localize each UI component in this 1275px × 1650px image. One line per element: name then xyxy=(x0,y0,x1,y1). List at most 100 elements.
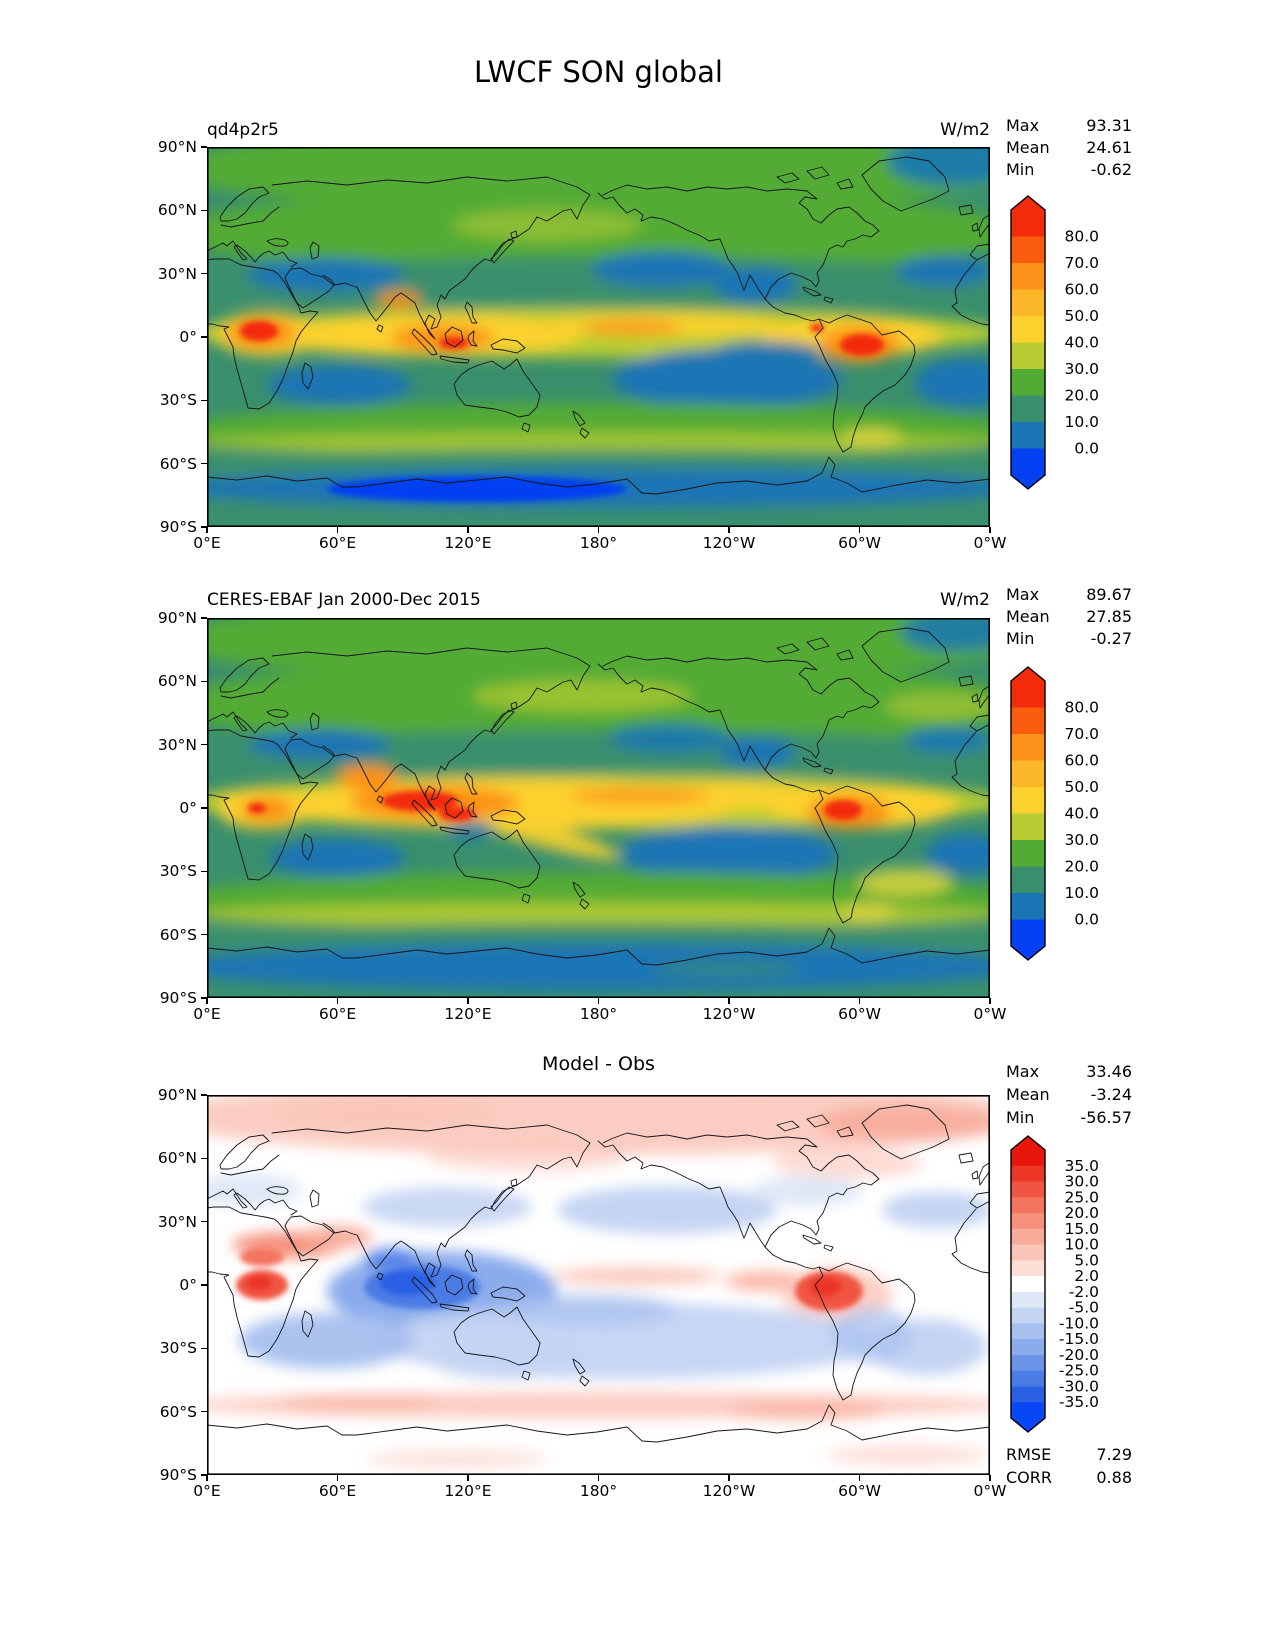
x-tick-mark xyxy=(858,998,861,1004)
stat-value: -0.62 xyxy=(1090,160,1132,179)
colorbar-tick-label: 30.0 xyxy=(1064,360,1099,378)
colorbar-tick-label: 30.0 xyxy=(1064,831,1099,849)
x-tick-label: 60°W xyxy=(838,534,881,552)
y-tick-mark xyxy=(201,526,207,528)
stat-value: 7.29 xyxy=(1096,1445,1132,1464)
colorbar-tick-label: -30.0 xyxy=(1059,1377,1099,1395)
x-tick-label: 120°W xyxy=(702,534,756,552)
colorbar-outline xyxy=(1010,666,1046,961)
stat-value: -0.27 xyxy=(1090,629,1132,648)
y-tick-mark xyxy=(201,1094,207,1096)
x-tick-mark xyxy=(206,998,208,1004)
units-label-obs: W/m2 xyxy=(940,590,990,610)
colorbar: 35.030.025.020.015.010.05.02.0-2.0-5.0-1… xyxy=(1010,1135,1099,1433)
stat-value: 93.31 xyxy=(1086,116,1132,135)
stat-label: Min xyxy=(1006,1108,1035,1127)
x-tick-mark xyxy=(989,527,991,533)
colorbar-tick-label: 0.0 xyxy=(1074,440,1099,458)
colorbar-obs: 80.0 70.0 60.0 50.0 40.0 30.0 20.0 10.0 0.0 xyxy=(1010,666,1110,965)
stat-label: Mean xyxy=(1006,138,1050,157)
x-tick-label: 120°W xyxy=(702,1482,756,1500)
x-tick-mark xyxy=(336,998,339,1004)
colorbar-tick-label: 15.0 xyxy=(1064,1220,1099,1238)
y-tick-label: 30°N xyxy=(157,264,197,283)
field-hotspots xyxy=(240,321,884,502)
colorbar-tick-label: -15.0 xyxy=(1059,1330,1099,1348)
colorbar-tick-label: 50.0 xyxy=(1064,307,1099,325)
x-tick-mark xyxy=(597,998,600,1004)
panel-title-model: qd4p2r5 xyxy=(207,120,279,140)
x-tick-mark xyxy=(336,1475,339,1481)
field-bands xyxy=(207,147,990,527)
x-tick-label: 120°E xyxy=(444,1482,492,1500)
y-tick-label: 90°N xyxy=(157,138,197,156)
x-tick-label: 180° xyxy=(579,1005,618,1023)
x-tick-label: 180° xyxy=(579,534,618,552)
colorbar-tick-label: -2.0 xyxy=(1069,1283,1099,1301)
colorbar-tick-label: 40.0 xyxy=(1064,805,1099,823)
stat-label: Max xyxy=(1006,585,1040,604)
map-model-field xyxy=(207,147,990,527)
x-tick-label: 0°W xyxy=(973,1482,1007,1500)
x-tick-mark xyxy=(597,527,600,533)
y-tick-label: 30°S xyxy=(159,1339,197,1358)
x-tick-label: 60°E xyxy=(318,1005,357,1023)
y-tick-mark xyxy=(201,146,207,148)
colorbar: 80.0 70.0 60.0 50.0 40.0 30.0 20.0 10.0 0.0 xyxy=(1010,195,1099,490)
field-hotspots xyxy=(248,791,862,821)
colorbar-tick-label: 35.0 xyxy=(1064,1157,1099,1175)
colorbar-tick-label: 10.0 xyxy=(1064,413,1099,431)
map-model: 0°E 60°E 120°E 180° 120°W 60°W 0°W 90°N 60°N 30°N… xyxy=(158,138,1007,552)
x-tick-label: 120°E xyxy=(444,534,492,552)
y-tick-mark xyxy=(201,933,207,936)
x-tick-label: 60°E xyxy=(318,1482,357,1500)
colorbar-diff: 35.0 30.0 25.0 20.0 15.0 10.0 5.0 2.0 -2.0 -5.0 -1… xyxy=(1010,1135,1110,1437)
y-tick-mark xyxy=(201,1347,207,1350)
colorbar-tick-label: 5.0 xyxy=(1074,1251,1099,1269)
panel-title-obs: CERES-EBAF Jan 2000-Dec 2015 xyxy=(207,590,481,610)
colorbar-tick-label: 10.0 xyxy=(1064,884,1099,902)
colorbar-tick-label: 80.0 xyxy=(1064,699,1099,717)
stats-obs: Max 89.67 Mean 27.85 Min -0.27 xyxy=(1006,584,1132,650)
y-tick-label: 60°S xyxy=(159,925,197,944)
x-tick-mark xyxy=(989,998,991,1004)
x-tick-label: 0°E xyxy=(193,1482,221,1500)
y-tick-mark xyxy=(201,617,207,619)
x-tick-mark xyxy=(597,1475,600,1481)
y-tick-label: 90°S xyxy=(159,1466,197,1484)
colorbar-tick-label: 30.0 xyxy=(1064,1173,1099,1191)
colorbar-tick-label: 80.0 xyxy=(1064,228,1099,246)
stats-diff-extra: RMSE 7.29 CORR 0.88 xyxy=(1006,1443,1132,1489)
x-tick-label: 0°E xyxy=(193,1005,221,1023)
y-tick-label: 60°S xyxy=(159,454,197,473)
map-obs: 0°E 60°E 120°E 180° 120°W 60°W 0°W 90°N 60°N 30°N… xyxy=(158,609,1007,1023)
units-label-model: W/m2 xyxy=(940,120,990,140)
y-tick-mark xyxy=(201,743,207,746)
x-tick-mark xyxy=(467,998,469,1004)
x-tick-mark xyxy=(467,1475,469,1481)
y-tick-mark xyxy=(201,1474,207,1476)
x-tick-label: 0°W xyxy=(973,534,1007,552)
x-tick-mark xyxy=(467,527,469,533)
colorbar-tick-label: -5.0 xyxy=(1069,1299,1099,1317)
stat-value: 24.61 xyxy=(1086,138,1132,157)
stat-label: RMSE xyxy=(1006,1445,1052,1464)
y-tick-mark xyxy=(201,1284,207,1286)
y-tick-mark xyxy=(201,399,207,402)
map-frame xyxy=(207,618,990,998)
x-tick-mark xyxy=(206,1475,208,1481)
y-tick-mark xyxy=(201,1410,207,1413)
x-tick-label: 60°W xyxy=(838,1482,881,1500)
x-tick-mark xyxy=(728,998,730,1004)
x-tick-label: 0°W xyxy=(973,1005,1007,1023)
stat-label: Mean xyxy=(1006,607,1050,626)
y-tick-mark xyxy=(201,462,207,465)
colorbar-tick-label: 70.0 xyxy=(1064,254,1099,272)
colorbar-tick-label: 50.0 xyxy=(1064,778,1099,796)
map-diff-field xyxy=(207,1095,990,1475)
x-tick-mark xyxy=(728,527,730,533)
x-tick-label: 60°E xyxy=(318,534,357,552)
colorbar-model: 80.0 70.0 60.0 50.0 40.0 30.0 20.0 10.0 0.0 xyxy=(1010,195,1110,494)
x-tick-mark xyxy=(989,1475,991,1481)
colorbar-outline xyxy=(1010,1135,1046,1433)
